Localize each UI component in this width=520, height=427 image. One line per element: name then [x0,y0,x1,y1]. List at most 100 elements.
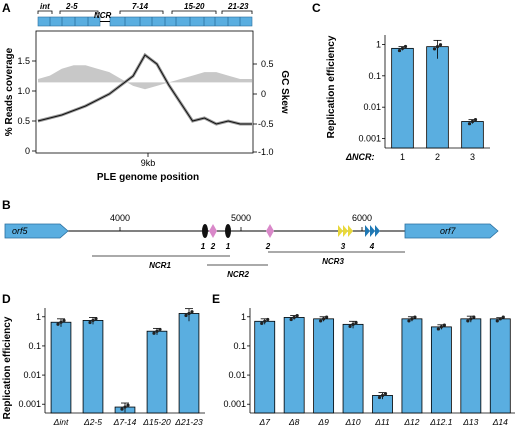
data-point [498,317,502,321]
category-label: Δ8 [288,417,300,427]
data-point [184,313,188,318]
data-point [266,317,270,322]
category-label: Δ14 [492,417,508,427]
a-ylabel-left: % Reads coverage [4,47,15,136]
data-point [467,122,472,126]
bar [313,318,335,414]
c-x-prefix: ΔNCR: [345,152,375,162]
bar [401,318,423,414]
ncr-element-1a [202,224,208,238]
data-point [432,47,437,51]
panel-e-chart: 0.001 0.01 0.1 1 Δ7 Δ8 Δ9 Δ10 Δ11 Δ12 Δ12.1 Δ13 Δ14 [223,308,515,427]
a-xtick-9kb: 9kb [141,158,156,168]
panel-a-series [37,52,252,126]
a-ytick-15: 1.5 [17,56,30,66]
data-point [295,314,299,318]
a-ytick-0: 0 [25,146,30,156]
data-point [439,325,443,329]
data-point [501,315,505,319]
a-ytick-05: 0.5 [17,116,30,126]
b-pos-5000: 5000 [231,213,251,223]
a-y2tick-0: 0 [261,89,266,99]
data-point [94,317,98,321]
gene-label-int: int [40,2,50,11]
category-label: Δ2-5 [83,417,102,427]
category-label: Δ7-14 [113,417,137,427]
gc-skew-area [38,65,252,90]
data-point [158,327,162,332]
bar [146,330,168,414]
gene-label-15-20: 15-20 [184,2,205,11]
y-tick-label: 1 [376,39,381,49]
bar [489,318,511,414]
data-point [469,317,473,321]
y-tick-label: 0.1 [233,341,246,351]
ncr-element-2a [209,224,217,238]
a-ylabel-right: GC Skew [279,70,290,114]
panel-a-plot-frame [35,30,254,154]
data-point [442,323,446,327]
data-point [190,310,194,314]
data-point [438,43,443,47]
category-label: Δ11 [374,417,390,427]
ncr-element-2b [266,224,274,238]
b-el-1b: 1 [226,242,231,251]
data-point [410,317,414,321]
category-label: Δ15-20 [142,417,171,427]
b-el-2b: 2 [265,242,271,251]
gene-label-2-5: 2-5 [65,2,78,11]
panel-c-chart: 0.001 0.01 0.1 1 1 2 3 [358,35,490,162]
category-label: Δ21-23 [174,417,203,427]
panel-c-letter: C [312,1,321,15]
data-point [377,395,382,400]
bar [50,321,72,414]
data-point [59,320,63,324]
a-y2tick-m10: -1.0 [258,147,274,157]
data-point [88,320,92,325]
data-point [120,407,124,411]
ncr-element-3 [338,225,353,237]
category-label: Δ12 [403,417,419,427]
y-tick-label: 0.01 [23,370,41,380]
data-point [436,327,440,331]
panel-d-letter: D [2,292,11,306]
bar [178,313,200,414]
y-tick-label: 0.01 [363,102,381,112]
y-tick-label: 0.001 [223,399,246,409]
gene-label-7-14: 7-14 [132,2,149,11]
category-label: Δ9 [317,417,329,427]
category-label: 1 [400,152,405,162]
data-point [397,48,402,53]
y-tick-label: 1 [241,312,246,322]
b-el-1a: 1 [201,242,206,251]
data-point [383,392,388,396]
panel-a-right-axis [253,63,257,153]
category-label: Δ10 [344,417,360,427]
panel-b-letter: B [2,198,11,212]
bar [391,47,414,149]
panel-a-letter: A [2,1,11,15]
y-tick-label: 0.1 [28,341,41,351]
data-point [466,319,470,323]
b-gene-orf5: orf5 [12,226,29,236]
data-point [62,318,66,323]
category-label: Δ12.1 [429,417,453,427]
data-point [473,117,478,122]
data-point [403,44,408,49]
coverage-band [37,52,252,126]
category-label: Δ7 [259,417,271,427]
category-label: Δ13 [462,417,478,427]
data-point [56,322,60,326]
data-point [263,319,267,323]
b-el-3: 3 [341,242,346,251]
a-xlabel: PLE genome position [97,172,199,183]
data-point [400,46,405,50]
a-ytick-10: 1.0 [17,86,30,96]
bar [430,326,452,414]
y-tick-label: 0.001 [358,134,381,144]
panel-b-map [4,223,499,266]
ncr-element-1b [225,224,231,238]
bar [426,46,449,149]
data-point [380,393,385,398]
